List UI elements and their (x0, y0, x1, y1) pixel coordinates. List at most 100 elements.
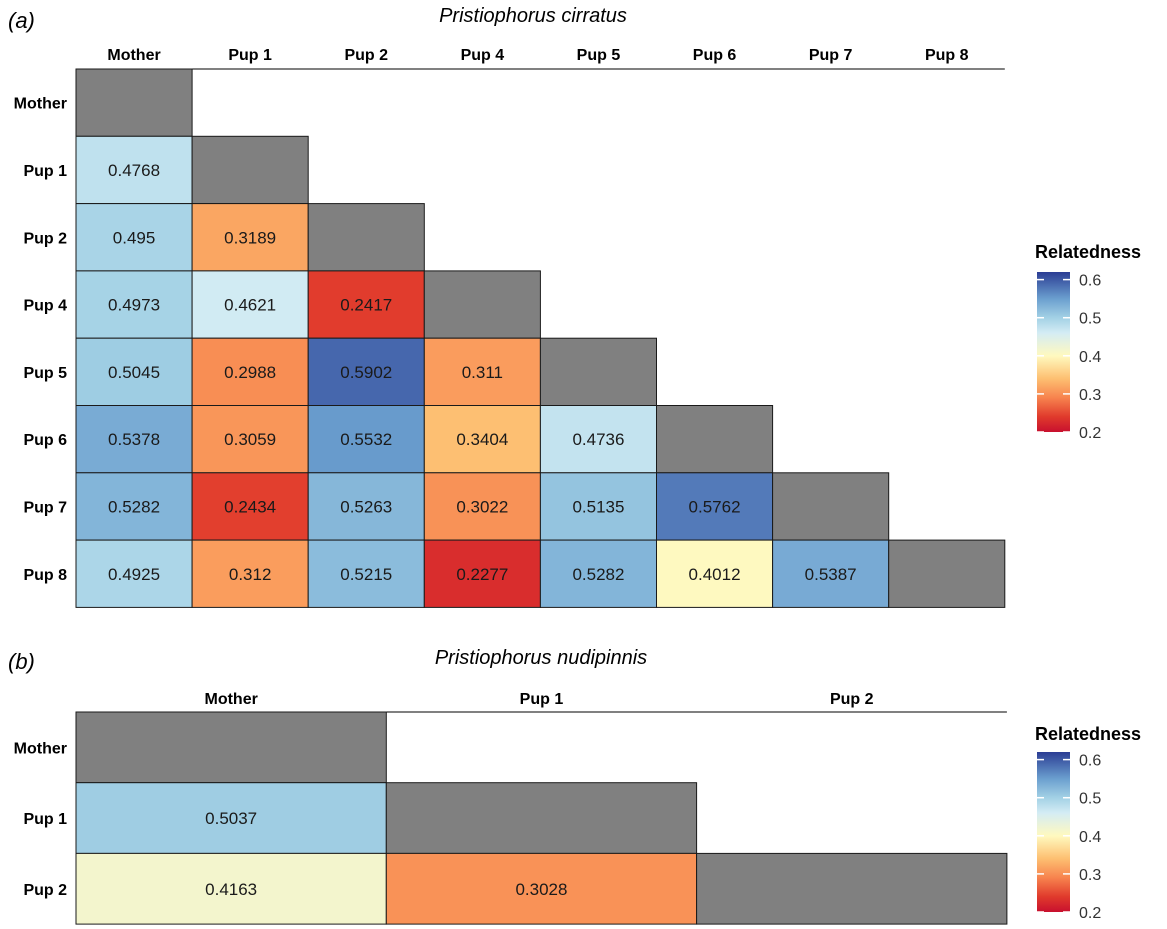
heatmap-cell (307, 270, 425, 339)
heatmap-cell (307, 337, 425, 407)
row-label: Mother (14, 96, 67, 113)
row-label: Pup 6 (23, 432, 67, 449)
cell-value-label: 0.3059 (224, 430, 276, 449)
heatmap-cell (191, 337, 309, 407)
diagonal-cell (539, 337, 658, 407)
heatmap-cell (75, 782, 387, 854)
diagonal-cell (75, 711, 387, 784)
column-label: Mother (204, 691, 257, 708)
column-label: Pup 7 (809, 47, 853, 64)
row-label: Pup 2 (23, 230, 67, 247)
legend-tick-label: 0.3 (1079, 867, 1101, 884)
cell-value-label: 0.4736 (572, 430, 624, 449)
column-label: Pup 2 (830, 691, 874, 708)
row-label: Pup 5 (23, 365, 67, 382)
cell-value-label: 0.5532 (340, 430, 392, 449)
cell-value-label: 0.5902 (340, 363, 392, 382)
diagonal-cell (75, 68, 193, 137)
panel-a-label: (a) (8, 8, 35, 33)
heatmap-cell (423, 405, 541, 474)
cell-value-label: 0.4621 (224, 296, 276, 315)
column-label: Mother (107, 47, 160, 64)
heatmap-cell (307, 472, 425, 541)
panel-b-label: (b) (8, 649, 35, 674)
diagonal-cell (307, 203, 425, 272)
panel-b-heatmap: Mother Pup 1 Pup 2 Mother Pup 1 0.5037 Pup 2 0.… (14, 691, 1008, 925)
heatmap-cell (423, 472, 541, 541)
diagonal-cell (772, 472, 890, 541)
legend-tick-label: 0.3 (1079, 387, 1101, 404)
legend-tick-label: 0.5 (1079, 311, 1101, 328)
row-label: Pup 2 (23, 882, 67, 899)
legend-tick-label: 0.5 (1079, 791, 1101, 808)
cell-value-label: 0.5378 (108, 430, 160, 449)
legend-colorbar (1037, 752, 1070, 912)
row-label: Pup 7 (23, 499, 67, 516)
heatmap-cell (75, 203, 193, 272)
panel-a-legend-title: Relatedness (1035, 242, 1141, 262)
row-label: Pup 8 (23, 567, 67, 584)
diagonal-cell (656, 405, 774, 474)
heatmap-cell (307, 539, 425, 608)
column-label: Pup 4 (461, 47, 505, 64)
heatmap-cell (75, 539, 193, 608)
legend-tick-label: 0.2 (1079, 905, 1101, 922)
heatmap-cell (191, 539, 309, 608)
cell-value-label: 0.5263 (340, 497, 392, 516)
cell-value-label: 0.5282 (572, 565, 624, 584)
heatmap-cell (539, 539, 658, 608)
column-label: Pup 5 (577, 47, 621, 64)
column-label: Pup 1 (228, 47, 272, 64)
cell-value-label: 0.5135 (572, 497, 624, 516)
cell-value-label: 0.4768 (108, 161, 160, 180)
legend-tick-label: 0.6 (1079, 753, 1101, 770)
cell-value-label: 0.5037 (205, 809, 257, 828)
panel-b-title: Pristiophorus nudipinnis (435, 647, 647, 669)
cell-value-label: 0.4973 (108, 296, 160, 315)
panel-a-title: Pristiophorus cirratus (439, 5, 627, 27)
legend-tick-label: 0.4 (1079, 349, 1101, 366)
cell-value-label: 0.495 (113, 228, 156, 247)
cell-value-label: 0.5387 (805, 565, 857, 584)
legend-tick-label: 0.6 (1079, 273, 1101, 290)
cell-value-label: 0.5282 (108, 497, 160, 516)
heatmap-cell (423, 337, 541, 407)
cell-value-label: 0.2988 (224, 363, 276, 382)
cell-value-label: 0.5762 (689, 497, 741, 516)
column-label: Pup 1 (520, 691, 564, 708)
column-label: Pup 2 (344, 47, 388, 64)
heatmap-cell (307, 405, 425, 474)
heatmap-cell (423, 539, 541, 608)
cell-value-label: 0.3028 (515, 880, 567, 899)
cell-value-label: 0.2277 (456, 565, 508, 584)
cell-value-label: 0.3022 (456, 497, 508, 516)
legend-colorbar (1037, 272, 1070, 432)
panel-b-legend-title: Relatedness (1035, 724, 1141, 744)
cell-value-label: 0.4163 (205, 880, 257, 899)
cell-value-label: 0.2417 (340, 296, 392, 315)
row-label: Pup 1 (23, 163, 67, 180)
cell-value-label: 0.4012 (689, 565, 741, 584)
column-label: Pup 6 (693, 47, 737, 64)
legend-tick-label: 0.4 (1079, 829, 1101, 846)
heatmap-cell (385, 852, 698, 925)
row-label: Pup 4 (23, 298, 67, 315)
legend-tick-label: 0.2 (1079, 425, 1101, 442)
cell-value-label: 0.3404 (456, 430, 508, 449)
panel-b-legend: Relatedness 0.6 0.5 0.4 0.3 0.2 (1035, 724, 1141, 922)
panel-a-heatmap: Mother Pup 1 Pup 2 Pup 4 Pup 5 Pup 6 Pup 7 Pup … (14, 47, 1006, 608)
column-label: Pup 8 (925, 47, 969, 64)
cell-value-label: 0.3189 (224, 228, 276, 247)
cell-value-label: 0.4925 (108, 565, 160, 584)
heatmap-cell (656, 539, 774, 608)
cell-value-label: 0.5215 (340, 565, 392, 584)
heatmap-cell (75, 852, 387, 925)
cell-value-label: 0.5045 (108, 363, 160, 382)
diagonal-cell (191, 135, 309, 205)
diagonal-cell (696, 852, 1008, 925)
heatmap-cell (191, 405, 309, 474)
cell-value-label: 0.311 (462, 363, 503, 382)
panel-a-legend: Relatedness 0.6 0.5 0.4 0.3 0.2 (1035, 242, 1141, 442)
heatmap-cell (75, 405, 193, 474)
